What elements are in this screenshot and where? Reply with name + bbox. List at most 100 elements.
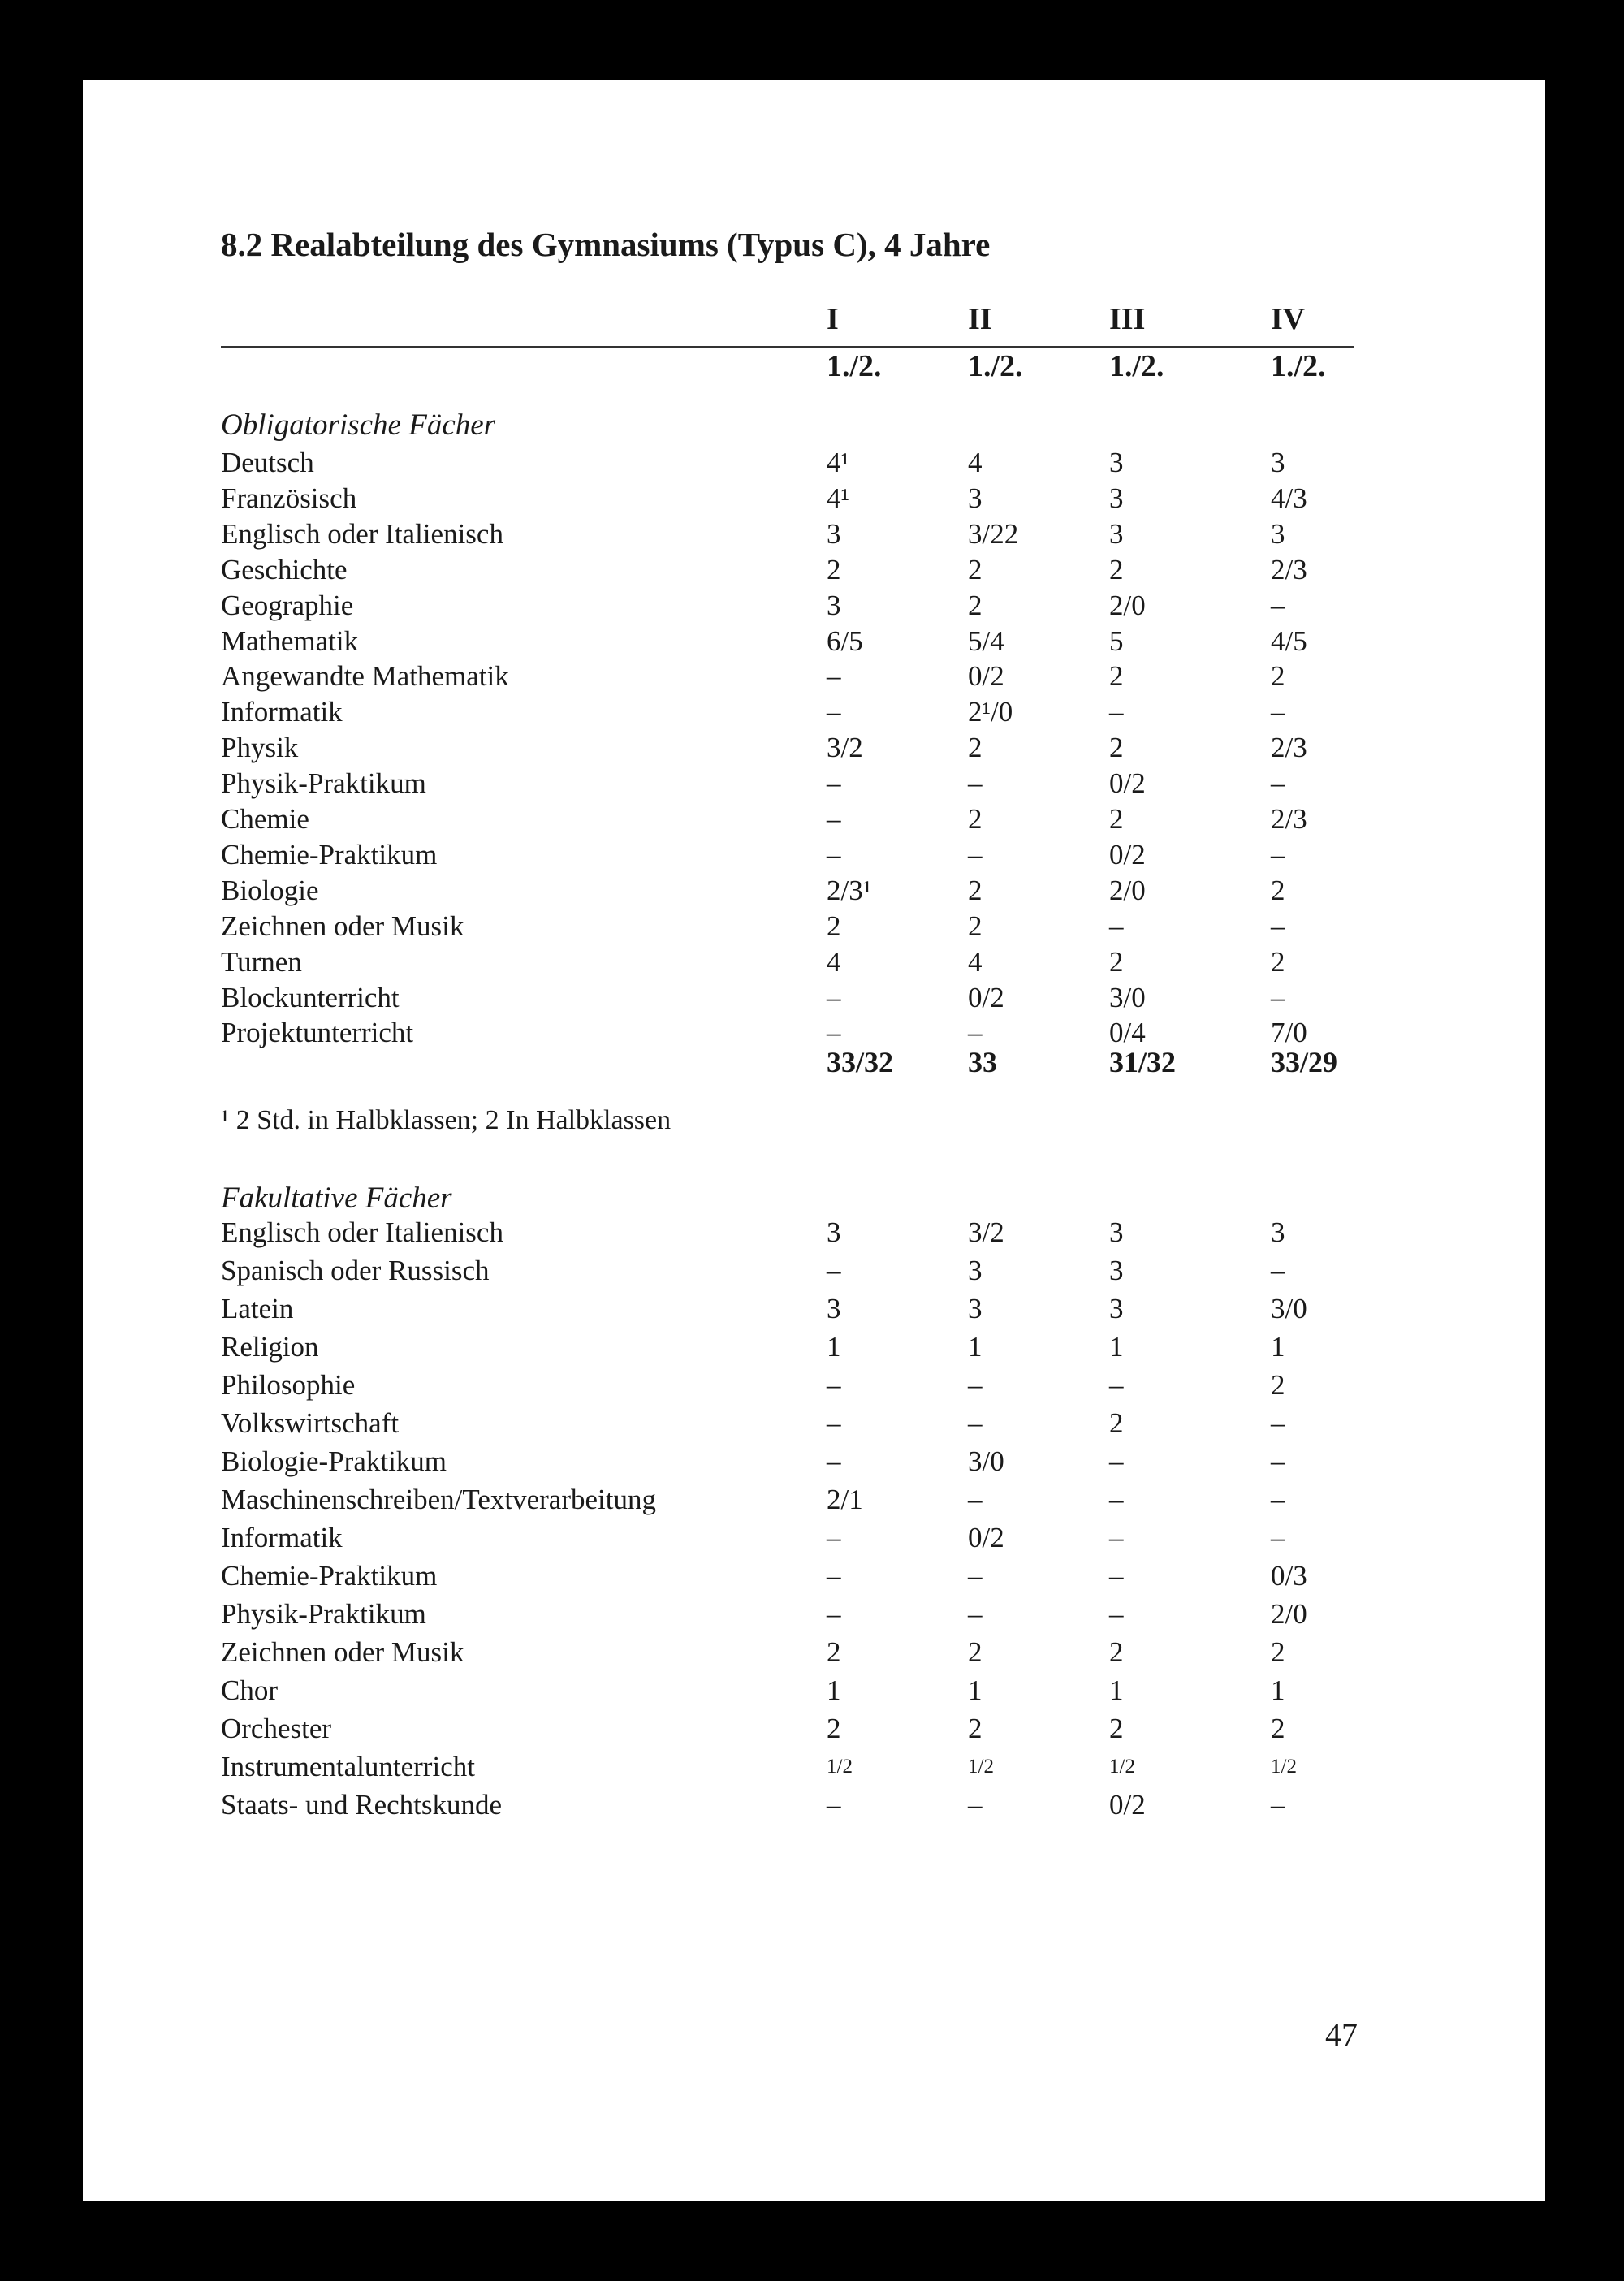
hours-cell: 5/4 — [968, 624, 1004, 657]
hours-cell: – — [968, 1017, 983, 1049]
subcolumn-header: 1./2. — [1271, 349, 1326, 383]
hours-cell: 3 — [1109, 1293, 1124, 1324]
hours-cell: 2/0 — [1271, 1598, 1307, 1630]
hours-cell: 1 — [827, 1331, 841, 1363]
totals-row: 33/32 33 31/32 33/29 — [221, 1045, 1439, 1081]
total-cell: 33/32 — [827, 1046, 894, 1078]
column-header-iv: IV — [1271, 302, 1306, 336]
table-row: Angewandte Mathematik – 0/2 2 2 — [221, 660, 1439, 696]
hours-cell: 1/2 — [827, 1756, 853, 1778]
hours-cell: 3 — [1109, 517, 1124, 550]
hours-cell: 2/1 — [827, 1484, 863, 1515]
hours-cell: 4¹ — [827, 482, 849, 514]
hours-cell: 2 — [968, 1636, 983, 1668]
hours-cell: – — [968, 767, 983, 800]
total-cell: 33 — [968, 1046, 997, 1078]
hours-cell: – — [1109, 1369, 1124, 1401]
hours-cell: – — [827, 1017, 841, 1049]
hours-cell: 2 — [968, 874, 983, 906]
subject-name: Deutsch — [221, 447, 314, 478]
hours-cell: 1/2 — [968, 1756, 994, 1778]
subject-name: Englisch oder Italienisch — [221, 1216, 503, 1248]
hours-cell: – — [968, 1369, 983, 1401]
table-row: Geschichte 2 2 2 2/3 — [221, 554, 1439, 590]
hours-cell: 3 — [827, 1293, 841, 1324]
hours-cell: 3 — [827, 1216, 841, 1248]
hours-cell: 2 — [968, 803, 983, 835]
hours-cell: 2/3 — [1271, 803, 1307, 835]
subject-name: Angewandte Mathematik — [221, 660, 509, 693]
table-row: Zeichnen oder Musik 2 2 – – — [221, 910, 1439, 946]
subject-name: Chemie — [221, 803, 309, 835]
hours-cell: 2 — [1109, 945, 1124, 978]
hours-cell: 0/3 — [1271, 1560, 1307, 1592]
hours-cell: 1 — [1109, 1674, 1124, 1706]
table-row: Orchester 2 2 2 2 — [221, 1713, 1439, 1748]
hours-cell: 3 — [1109, 482, 1124, 514]
total-cell: 31/32 — [1109, 1046, 1177, 1078]
hours-cell: 3 — [1109, 1255, 1124, 1286]
hours-cell: – — [968, 1598, 983, 1630]
hours-cell: 3 — [968, 482, 983, 514]
hours-cell: 3/0 — [1109, 981, 1146, 1013]
hours-cell: 0/2 — [968, 981, 1004, 1013]
hours-cell: – — [827, 1522, 841, 1553]
optional-heading: Fakultative Fächer — [221, 1182, 452, 1215]
hours-cell: 2¹/0 — [968, 696, 1013, 728]
footnote: ¹ 2 Std. in Halbklassen; 2 In Halbklasse… — [221, 1105, 672, 1135]
hours-cell: 0/2 — [1109, 838, 1146, 870]
hours-cell: 2 — [1271, 1713, 1285, 1744]
hours-cell: 2 — [968, 732, 983, 764]
hours-cell: 0/2 — [968, 1522, 1004, 1553]
hours-cell: 2 — [1271, 660, 1285, 693]
table-row: Philosophie – – – 2 — [221, 1369, 1439, 1405]
subject-name: Religion — [221, 1331, 319, 1363]
hours-cell: 2/3¹ — [827, 874, 872, 906]
hours-cell: 3 — [827, 517, 841, 550]
table-row: Latein 3 3 3 3/0 — [221, 1293, 1439, 1328]
hours-cell: 3 — [968, 1293, 983, 1324]
hours-cell: 4 — [968, 945, 983, 978]
table-row: Informatik – 0/2 – – — [221, 1522, 1439, 1557]
subcolumn-header: 1./2. — [827, 349, 882, 383]
column-header-i: I — [827, 302, 839, 336]
total-cell: 33/29 — [1271, 1046, 1338, 1078]
hours-cell: 2 — [1109, 1713, 1124, 1744]
hours-cell: 0/4 — [1109, 1017, 1146, 1049]
table-row: Englisch oder Italienisch 3 3/22 3 3 — [221, 518, 1439, 554]
hours-cell: 2 — [1109, 732, 1124, 764]
hours-cell: 6/5 — [827, 624, 863, 657]
hours-cell: 0/2 — [968, 660, 1004, 693]
table-row: Geographie 3 2 2/0 – — [221, 590, 1439, 625]
hours-cell: 0/2 — [1109, 767, 1146, 800]
hours-cell: 2/0 — [1109, 874, 1146, 906]
hours-cell: 2 — [1109, 660, 1124, 693]
hours-cell: 2 — [1109, 803, 1124, 835]
hours-cell: 2 — [1271, 945, 1285, 978]
hours-cell: 3 — [827, 589, 841, 621]
hours-cell: 2 — [968, 553, 983, 585]
hours-cell: – — [827, 1407, 841, 1439]
hours-cell: – — [1271, 1255, 1285, 1286]
subject-name: Physik-Praktikum — [221, 767, 426, 800]
hours-cell: – — [1271, 767, 1285, 800]
hours-cell: – — [827, 1560, 841, 1592]
subject-name: Englisch oder Italienisch — [221, 517, 503, 550]
subject-name: Geschichte — [221, 553, 348, 585]
hours-cell: – — [968, 1560, 983, 1592]
hours-cell: 2/3 — [1271, 553, 1307, 585]
hours-cell: – — [1271, 981, 1285, 1013]
hours-cell: – — [1271, 1445, 1285, 1477]
subcolumn-header: 1./2. — [1109, 349, 1164, 383]
subject-name: Orchester — [221, 1713, 332, 1744]
subject-name: Biologie — [221, 874, 319, 906]
hours-cell: 2/0 — [1109, 589, 1146, 621]
hours-cell: 1/2 — [1271, 1756, 1297, 1778]
table-row: Chemie – 2 2 2/3 — [221, 803, 1439, 839]
subject-name: Philosophie — [221, 1369, 356, 1401]
hours-cell: 4/5 — [1271, 624, 1307, 657]
hours-cell: 0/2 — [1109, 1789, 1146, 1821]
hours-cell: 2 — [1271, 1369, 1285, 1401]
hours-cell: – — [1109, 1445, 1124, 1477]
hours-cell: – — [827, 981, 841, 1013]
